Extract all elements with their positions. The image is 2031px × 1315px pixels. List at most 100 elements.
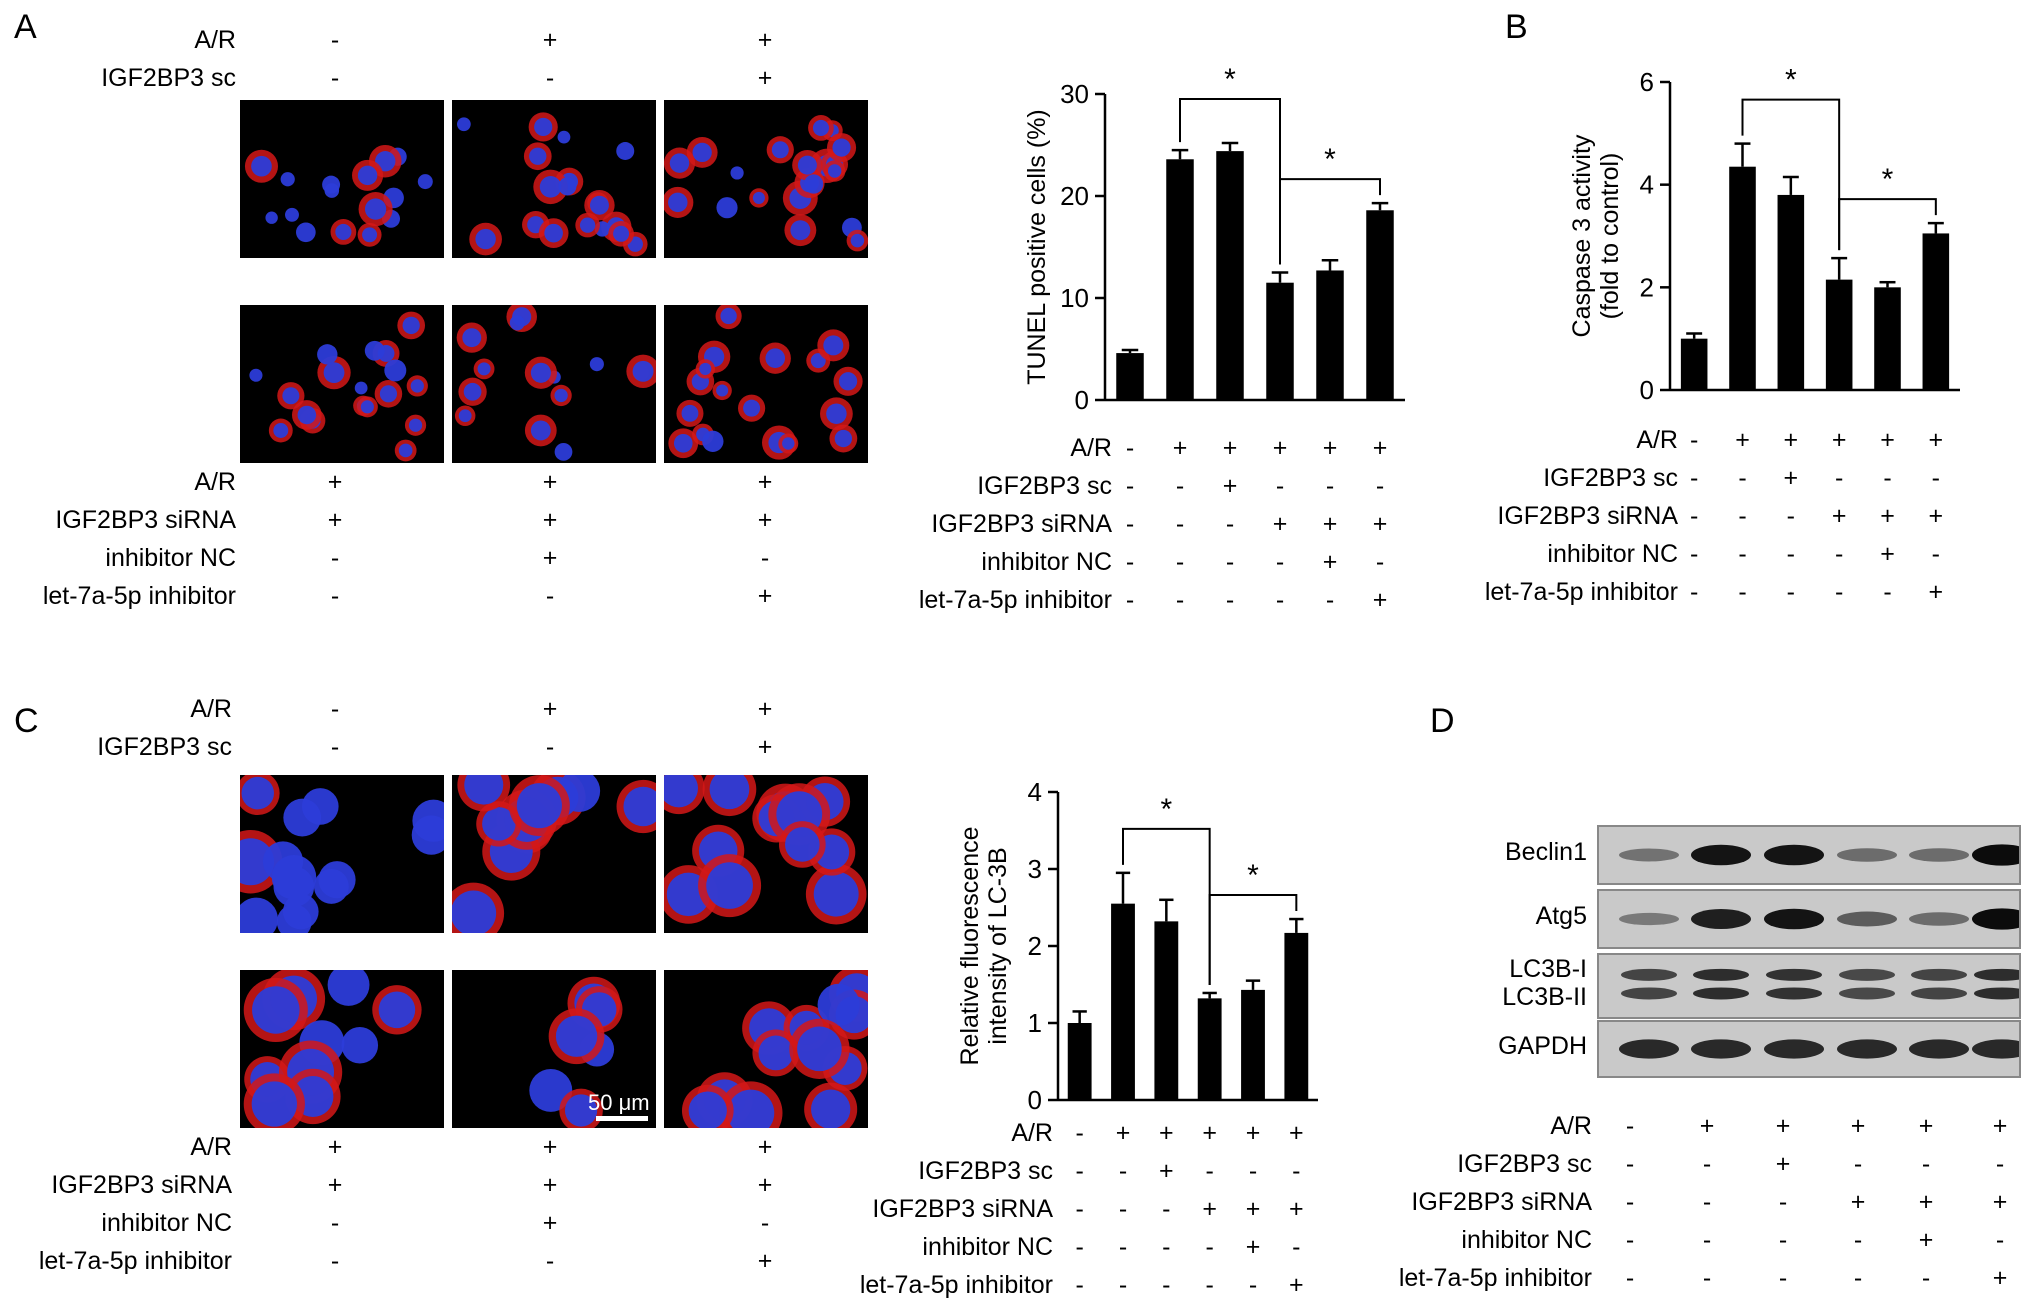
nucleus xyxy=(709,775,750,810)
a-top-sign: + xyxy=(757,26,773,54)
blot-sign: + xyxy=(1918,1226,1934,1254)
nucleus xyxy=(664,775,698,808)
chart-c-sign: - xyxy=(1248,1271,1258,1299)
panel-letter-d: D xyxy=(1430,702,1455,740)
band xyxy=(1764,844,1824,866)
nucleus xyxy=(838,372,858,391)
nucleus xyxy=(716,384,729,397)
chart-a-sign: + xyxy=(1272,510,1288,538)
blot-sign: - xyxy=(1853,1264,1863,1292)
nucleus xyxy=(834,429,853,448)
micrograph-a-bottom-1-svg xyxy=(249,311,428,462)
nucleus xyxy=(360,400,374,414)
bar xyxy=(1266,282,1294,400)
chart-a-row-label: IGF2BP3 sc xyxy=(977,472,1112,500)
chart-c-sign: - xyxy=(1075,1233,1084,1261)
nucleus xyxy=(408,418,423,432)
nucleus xyxy=(668,192,688,213)
chart-b-caspase3: 0 2 4 6 Caspase 3 activity (fold to control) *… xyxy=(1568,64,1960,405)
blot-bands xyxy=(1619,844,2031,866)
blot-bands xyxy=(1619,908,2031,930)
c-top-sign: + xyxy=(757,695,773,723)
chart-a-sign: + xyxy=(1222,434,1238,462)
chart-a-sign: + xyxy=(1372,586,1388,614)
significance-bracket xyxy=(1838,198,1937,251)
nucleus xyxy=(817,983,860,1027)
chart-c-sign: - xyxy=(1205,1157,1214,1185)
chart-c-sign: - xyxy=(1162,1233,1171,1261)
chart-a-row-label: A/R xyxy=(1070,434,1112,462)
nucleus xyxy=(813,871,859,917)
blot-sign: + xyxy=(1918,1188,1934,1216)
nucleus xyxy=(771,141,789,159)
c-bottom-sign: - xyxy=(330,1247,340,1275)
c-bottom-sign: + xyxy=(327,1171,343,1199)
nucleus xyxy=(797,1026,842,1072)
a-bottom-row-label: inhibitor NC xyxy=(105,544,236,572)
chart-b-sign: + xyxy=(1831,502,1847,530)
blot-row-label: let-7a-5p inhibitor xyxy=(1398,1264,1592,1292)
y-tick-label: 4 xyxy=(1640,170,1654,200)
bar xyxy=(1729,166,1756,390)
nucleus xyxy=(803,174,824,194)
nucleus xyxy=(827,164,842,178)
chart-c-sign: - xyxy=(1292,1157,1301,1185)
nucleus xyxy=(282,893,319,930)
chart-b-sign: - xyxy=(1689,578,1699,606)
chart-b-sign: + xyxy=(1735,426,1750,454)
nucleus xyxy=(357,165,378,186)
c-bottom-row-label: IGF2BP3 siRNA xyxy=(51,1171,232,1199)
nucleus xyxy=(378,991,416,1029)
panel-letter-c: C xyxy=(14,702,39,740)
chart-a-sign: - xyxy=(1325,472,1335,500)
chart-a-tunel: 0 10 20 30 TUNEL positive cells (%) * * xyxy=(1023,63,1405,415)
micrograph-c-top-2 xyxy=(452,775,656,933)
band xyxy=(1621,968,1677,981)
blot-sign: - xyxy=(1702,1264,1712,1292)
c-bottom-row-label: A/R xyxy=(190,1133,232,1161)
chart-c-sign: - xyxy=(1248,1157,1258,1185)
bar xyxy=(1874,287,1901,390)
blot-strip-atg5 xyxy=(1597,889,2031,949)
nucleus xyxy=(251,1081,298,1127)
chart-a-sign: - xyxy=(1125,548,1135,576)
nucleus xyxy=(379,385,398,403)
scale-bar xyxy=(596,1116,648,1121)
nucleus xyxy=(402,316,420,335)
chart-c-sign: - xyxy=(1075,1271,1084,1299)
nucleus xyxy=(765,348,786,368)
c-top-sign: - xyxy=(545,733,555,761)
blot-sign: - xyxy=(1625,1226,1635,1254)
blot-sign: - xyxy=(1778,1188,1788,1216)
chart-a-sign: + xyxy=(1172,434,1188,462)
y-tick-label: 4 xyxy=(1028,777,1042,807)
chart-c-sign: + xyxy=(1245,1195,1261,1223)
chart-a-sign: - xyxy=(1125,510,1135,538)
chart-c-sign: - xyxy=(1205,1271,1214,1299)
nucleus xyxy=(812,119,830,136)
blot-sign: + xyxy=(1992,1264,2008,1292)
nucleus xyxy=(529,147,547,165)
micrograph-a-top-3 xyxy=(664,100,868,258)
chart-b-sign: - xyxy=(1883,578,1892,606)
chart-c-sign: + xyxy=(1289,1195,1304,1223)
nucleus xyxy=(554,442,573,461)
chart-b-sign: - xyxy=(1834,464,1844,492)
blot-sign: + xyxy=(1775,1150,1791,1178)
nucleus xyxy=(452,890,497,933)
nucleus xyxy=(823,335,844,356)
nucleus xyxy=(589,195,609,215)
chart-c-row-label: A/R xyxy=(1011,1119,1053,1147)
nucleus xyxy=(327,970,370,1006)
micrograph-c-bottom-1-svg xyxy=(243,970,422,1128)
chart-b-sign: - xyxy=(1883,464,1892,492)
chart-c-row-label: IGF2BP3 sc xyxy=(918,1157,1053,1185)
micrograph-a-top-2-svg xyxy=(457,112,648,257)
nucleus xyxy=(623,786,656,827)
chart-b-sign: - xyxy=(1834,540,1844,568)
chart-a-sign: - xyxy=(1225,548,1235,576)
bar xyxy=(1680,338,1708,390)
a-top-sign: - xyxy=(330,64,340,92)
y-axis-label-line2: (fold to control) xyxy=(1596,153,1624,320)
band xyxy=(1837,911,1897,927)
